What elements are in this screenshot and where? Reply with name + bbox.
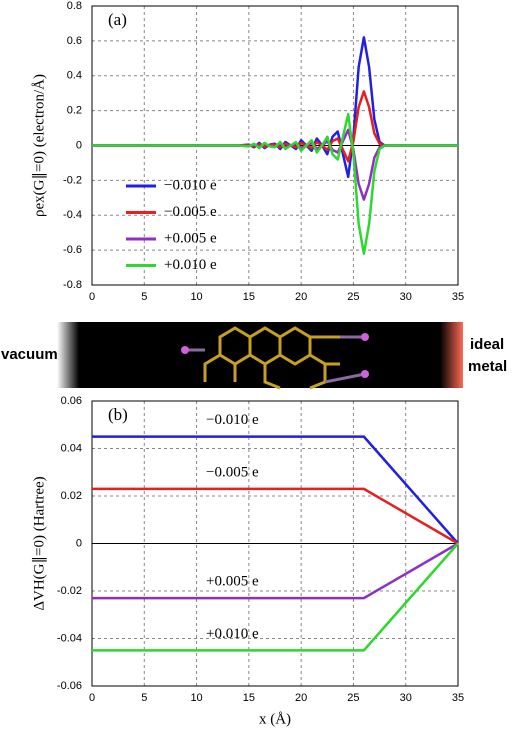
band — [57, 322, 463, 388]
series-line — [92, 112, 458, 255]
y-tick-label: -0.04 — [57, 632, 82, 644]
x-tick-label: 10 — [190, 291, 202, 303]
x-tick-label: 0 — [89, 291, 95, 303]
line-label: −0.010 e — [206, 412, 259, 428]
atom — [181, 346, 189, 354]
metal-label: metal — [468, 358, 507, 375]
illustration: vacuum ideal metal — [1, 322, 507, 390]
y-tick-label: 0.06 — [61, 395, 82, 407]
y-tick-label: -0.2 — [63, 174, 82, 186]
series-line — [92, 542, 459, 652]
series-line — [92, 487, 459, 545]
x-tick-label: 0 — [89, 692, 95, 704]
x-tick-label: 35 — [452, 692, 464, 704]
x-tick-label: 5 — [141, 291, 147, 303]
legend-label: −0.010 e — [164, 177, 217, 193]
y-axis-label: ΔVH(G∥=0) (Hartree) — [31, 476, 47, 610]
x-axis-label: x (Å) — [259, 711, 291, 727]
molecule — [185, 326, 366, 390]
x-tick-label: 10 — [190, 692, 202, 704]
legend-label: +0.005 e — [164, 230, 217, 246]
series-line — [92, 90, 458, 163]
x-tick-label: 30 — [400, 692, 412, 704]
line-label: +0.010 e — [206, 626, 259, 642]
x-tick-label: 5 — [141, 692, 147, 704]
y-tick-label: 0.04 — [61, 442, 82, 454]
y-tick-label: -0.02 — [57, 585, 82, 597]
x-tick-label: 20 — [295, 291, 307, 303]
y-tick-label: -0.6 — [63, 244, 82, 256]
metal-label: ideal — [470, 336, 504, 353]
series-line — [92, 435, 459, 545]
y-tick-label: 0 — [76, 139, 82, 151]
y-tick-label: -0.06 — [57, 680, 82, 692]
line-label: +0.005 e — [206, 574, 259, 590]
y-tick-label: 0.4 — [67, 70, 82, 82]
y-tick-label: 0.6 — [67, 35, 82, 47]
vacuum-edge — [57, 322, 79, 388]
x-tick-label: 25 — [347, 291, 359, 303]
series-line — [92, 542, 459, 600]
y-tick-label: -0.4 — [63, 209, 82, 221]
x-tick-label: 35 — [452, 291, 464, 303]
legend-label: +0.010 e — [164, 257, 217, 273]
y-axis-label: ρex(G∥=0) (electron/Å) — [31, 74, 47, 217]
x-tick-label: 15 — [243, 291, 255, 303]
x-tick-label: 25 — [347, 692, 359, 704]
x-tick-label: 15 — [243, 692, 255, 704]
vacuum-label: vacuum — [1, 346, 58, 363]
atom — [361, 370, 369, 378]
x-tick-label: 20 — [295, 692, 307, 704]
line-label: −0.005 e — [206, 464, 259, 480]
y-tick-label: 0.8 — [67, 0, 82, 12]
legend-label: −0.005 e — [164, 204, 217, 220]
panel-label: (a) — [108, 10, 127, 29]
metal-edge — [440, 322, 463, 388]
panel-label: (b) — [108, 405, 128, 424]
atom — [361, 333, 369, 341]
x-tick-label: 30 — [400, 291, 412, 303]
y-tick-label: 0.2 — [67, 105, 82, 117]
y-tick-label: 0 — [76, 537, 82, 549]
y-tick-label: -0.8 — [63, 279, 82, 291]
y-tick-label: 0.02 — [61, 490, 82, 502]
